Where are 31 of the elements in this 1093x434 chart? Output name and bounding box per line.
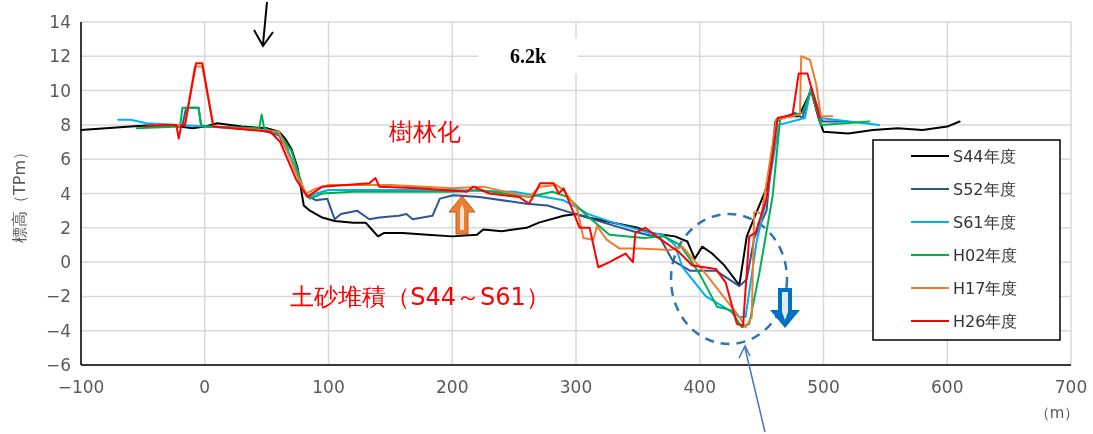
annotation: 土砂堆積（S44～S61） bbox=[290, 283, 550, 311]
y-tick-label: 4 bbox=[60, 183, 71, 204]
x-tick-label: 200 bbox=[436, 377, 469, 397]
y-tick-label: −6 bbox=[45, 355, 71, 375]
y-tick-label: −2 bbox=[45, 286, 71, 307]
y-axis-title: 標高（TPm） bbox=[10, 143, 29, 244]
legend-label: S61年度 bbox=[953, 213, 1016, 232]
x-tick-label: 400 bbox=[683, 377, 716, 397]
x-tick-label: 300 bbox=[559, 377, 593, 397]
y-tick-label: 8 bbox=[60, 114, 71, 135]
x-tick-label: −100 bbox=[57, 377, 105, 397]
x-axis-title: （m） bbox=[1034, 404, 1080, 422]
text: 6.2k bbox=[509, 45, 547, 67]
x-tick-label: 100 bbox=[312, 377, 345, 397]
y-tick-label: 6 bbox=[60, 149, 71, 170]
legend-label: S44年度 bbox=[953, 147, 1016, 166]
y-tick-label: −4 bbox=[45, 320, 71, 341]
y-tick-label: 14 bbox=[49, 12, 71, 32]
y-tick-label: 10 bbox=[49, 80, 71, 101]
annotation: 樹林化 bbox=[389, 118, 461, 146]
legend-label: H26年度 bbox=[953, 312, 1018, 331]
x-tick-label: 700 bbox=[1054, 377, 1088, 397]
y-tick-label: 12 bbox=[49, 46, 71, 67]
x-tick-label: 0 bbox=[199, 377, 211, 397]
y-tick-label: 2 bbox=[60, 217, 71, 238]
legend-label: H17年度 bbox=[953, 279, 1018, 298]
x-tick-label: 600 bbox=[931, 377, 964, 397]
y-tick-label: 0 bbox=[60, 252, 71, 273]
legend-label: S52年度 bbox=[953, 180, 1016, 199]
x-tick-label: 500 bbox=[807, 377, 840, 397]
legend-label: H02年度 bbox=[953, 246, 1018, 265]
